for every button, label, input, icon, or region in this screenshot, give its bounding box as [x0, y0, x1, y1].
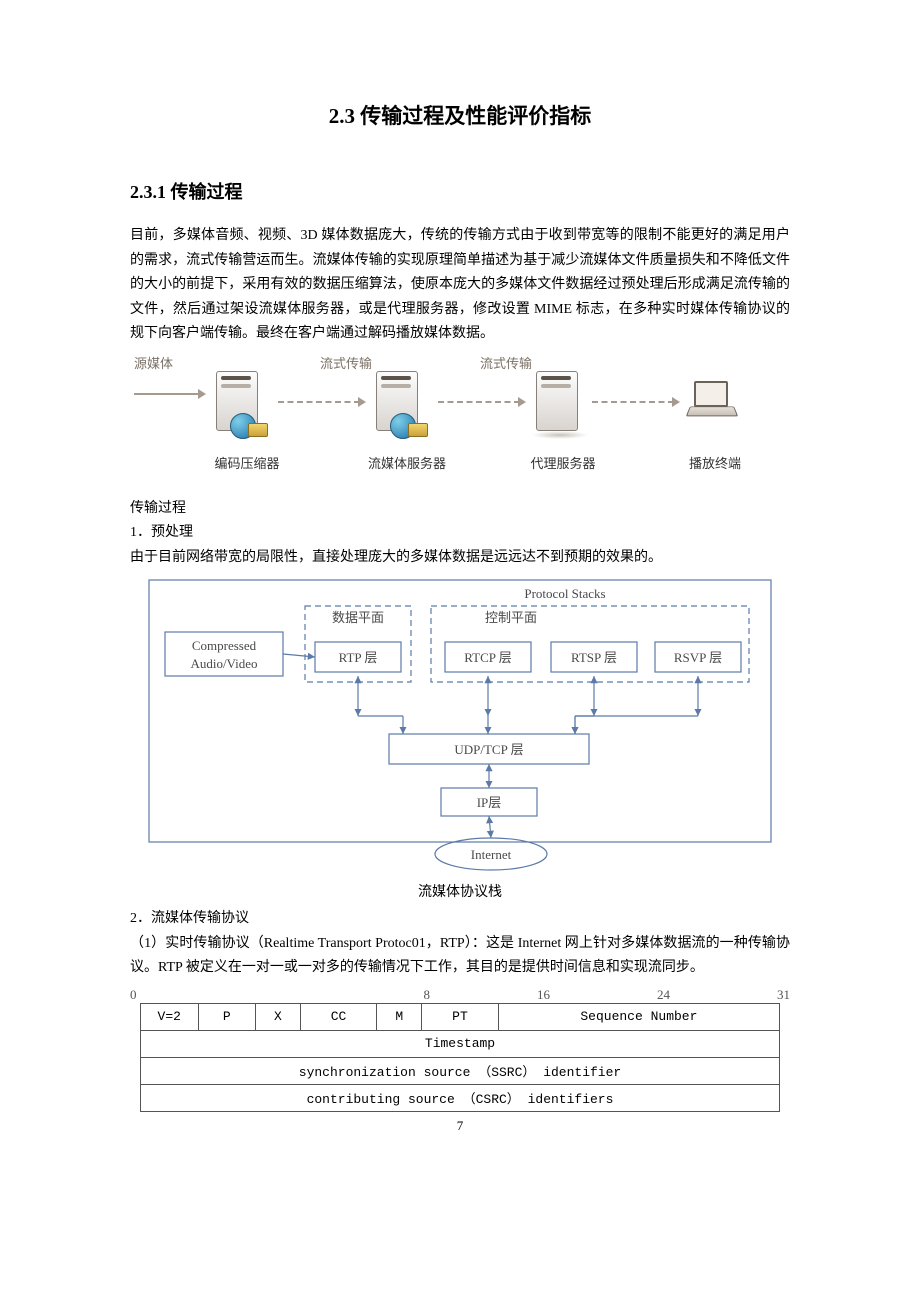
- table-row: V=2 P X CC M PT Sequence Number: [141, 1003, 780, 1030]
- svg-text:RTP 层: RTP 层: [339, 650, 378, 665]
- bit-8: 8: [424, 987, 431, 1003]
- cell-seq: Sequence Number: [498, 1003, 779, 1030]
- table-row: Timestamp: [141, 1030, 780, 1057]
- bit-31: 31: [777, 987, 790, 1003]
- svg-text:数据平面: 数据平面: [332, 610, 384, 625]
- cell-p: P: [198, 1003, 256, 1030]
- dash-arrow-icon: [438, 401, 520, 403]
- svg-text:Audio/Video: Audio/Video: [190, 656, 257, 671]
- cell-ssrc: synchronization source （SSRC） identifier: [141, 1057, 780, 1084]
- svg-text:RSVP 层: RSVP 层: [674, 650, 722, 665]
- terminal-laptop-icon: [688, 381, 734, 417]
- cell-m: M: [377, 1003, 422, 1030]
- cell-timestamp: Timestamp: [141, 1030, 780, 1057]
- svg-text:RTSP 层: RTSP 层: [571, 650, 617, 665]
- bit-16: 16: [537, 987, 550, 1003]
- media-server-icon: [372, 371, 428, 437]
- encoder-server-icon: [212, 371, 268, 437]
- subsection-title: 2.3.1 传输过程: [130, 178, 790, 204]
- preprocess-body: 由于目前网络带宽的局限性，直接处理庞大的多媒体数据是远远达不到预期的效果的。: [130, 546, 790, 571]
- protocol-stack-diagram: Compressed Audio/Video 数据平面 RTP 层 Protocol S…: [145, 576, 775, 877]
- dash-arrow-icon: [278, 401, 360, 403]
- svg-text:RTCP 层: RTCP 层: [464, 650, 512, 665]
- stack-caption: 流媒体协议栈: [130, 881, 790, 901]
- preprocess-heading: 1．预处理: [130, 521, 790, 546]
- svg-text:控制平面: 控制平面: [485, 610, 537, 625]
- page-number: 7: [130, 1118, 790, 1134]
- proxy-server-icon: [532, 371, 588, 437]
- rtp-paragraph: （1）实时传输协议（Realtime Transport Protoc01，RT…: [130, 932, 790, 981]
- transmission-flow-diagram: 源媒体 流式传输 流式传输 编码压缩器 流媒体服务器 代理服务器 播放终端: [130, 353, 770, 483]
- cell-x: X: [256, 1003, 301, 1030]
- svg-text:Compressed: Compressed: [192, 638, 257, 653]
- svg-text:IP层: IP层: [477, 795, 502, 810]
- rtp-header-table: V=2 P X CC M PT Sequence Number Timestam…: [140, 1003, 780, 1112]
- arrow-icon: [134, 393, 200, 395]
- flow-label-stream1: 流式传输: [320, 353, 372, 372]
- flow-label-server: 流媒体服务器: [352, 453, 462, 472]
- flow-label-encoder: 编码压缩器: [202, 453, 292, 472]
- protocols-heading: 2．流媒体传输协议: [130, 907, 790, 932]
- bit-scale: 0 8 16 24 31: [130, 987, 790, 1003]
- cell-cc: CC: [300, 1003, 377, 1030]
- process-heading: 传输过程: [130, 497, 790, 522]
- cell-csrc: contributing source （CSRC） identifiers: [141, 1084, 780, 1111]
- flow-label-terminal: 播放终端: [670, 453, 760, 472]
- bit-0: 0: [130, 987, 137, 1003]
- bit-24: 24: [657, 987, 670, 1003]
- table-row: contributing source （CSRC） identifiers: [141, 1084, 780, 1111]
- flow-label-proxy: 代理服务器: [518, 453, 608, 472]
- svg-text:Internet: Internet: [471, 847, 512, 862]
- cell-pt: PT: [422, 1003, 499, 1030]
- svg-text:UDP/TCP 层: UDP/TCP 层: [454, 742, 523, 757]
- cell-v: V=2: [141, 1003, 199, 1030]
- dash-arrow-icon: [592, 401, 674, 403]
- section-title: 2.3 传输过程及性能评价指标: [130, 100, 790, 130]
- flow-label-source: 源媒体: [134, 353, 173, 372]
- intro-paragraph: 目前，多媒体音频、视频、3D 媒体数据庞大，传统的传输方式由于收到带宽等的限制不…: [130, 224, 790, 347]
- svg-text:Protocol Stacks: Protocol Stacks: [524, 586, 605, 601]
- flow-label-stream2: 流式传输: [480, 353, 532, 372]
- table-row: synchronization source （SSRC） identifier: [141, 1057, 780, 1084]
